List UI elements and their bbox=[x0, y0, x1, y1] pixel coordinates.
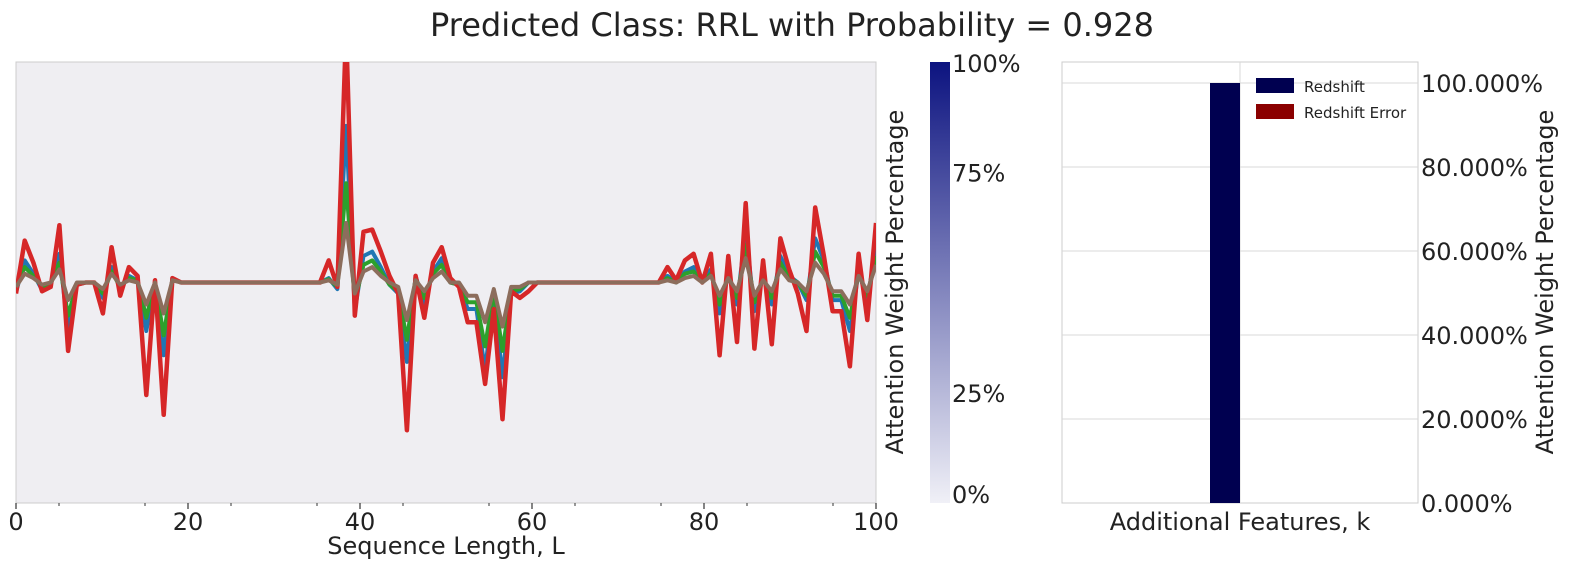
line-x-tick-label: 60 bbox=[517, 508, 548, 536]
bar-y-tick-label: 80.000% bbox=[1421, 154, 1528, 182]
bar-y-tick-label: 60.000% bbox=[1421, 238, 1528, 266]
colorbar-ticks: 0% 25% 75% 100% bbox=[952, 50, 1021, 509]
line-x-axis-label: Sequence Length, L bbox=[327, 532, 565, 560]
colorbar bbox=[930, 62, 950, 503]
bar-y-tick-label: 20.000% bbox=[1421, 406, 1528, 434]
bar-y-ticks: 0.000% 20.000% 40.000% 60.000% 80.000% 100.00… bbox=[1421, 70, 1543, 518]
legend-label-redshift: Redshift bbox=[1304, 78, 1365, 96]
legend-swatch-redshift bbox=[1256, 78, 1294, 93]
colorbar-tick-label: 100% bbox=[952, 50, 1021, 78]
legend: Redshift Redshift Error bbox=[1256, 78, 1407, 122]
line-series-group bbox=[16, 62, 876, 433]
figure-title: Predicted Class: RRL with Probability = … bbox=[430, 6, 1154, 44]
bar-x-axis-label: Additional Features, k bbox=[1110, 508, 1371, 536]
line-x-tick-label: 0 bbox=[8, 508, 23, 536]
line-x-tick-label: 20 bbox=[173, 508, 204, 536]
bar-redshift bbox=[1210, 83, 1240, 503]
colorbar-tick-label: 75% bbox=[952, 159, 1005, 187]
bar-y-tick-label: 100.000% bbox=[1421, 70, 1543, 98]
line-x-tick-label: 80 bbox=[689, 508, 720, 536]
colorbar-tick-label: 0% bbox=[952, 481, 990, 509]
bar-bars bbox=[1210, 83, 1240, 503]
bar-y-tick-label: 40.000% bbox=[1421, 322, 1528, 350]
bar-y-axis-label: Attention Weight Percentage bbox=[1531, 110, 1559, 455]
line-x-tick-label: 100 bbox=[853, 508, 899, 536]
line-x-ticks: 0 20 40 60 80 100 bbox=[8, 503, 899, 536]
line-series-3 bbox=[16, 62, 876, 433]
line-x-tick-label: 40 bbox=[345, 508, 376, 536]
line-chart-plot-area bbox=[15, 61, 877, 504]
colorbar-tick-label: 25% bbox=[952, 380, 1005, 408]
legend-label-redshift-error: Redshift Error bbox=[1304, 104, 1407, 122]
legend-swatch-redshift-error bbox=[1256, 104, 1294, 119]
bar-y-tick-label: 0.000% bbox=[1421, 490, 1513, 518]
colorbar-label: Attention Weight Percentage bbox=[881, 110, 909, 455]
line-series-4 bbox=[16, 221, 876, 329]
